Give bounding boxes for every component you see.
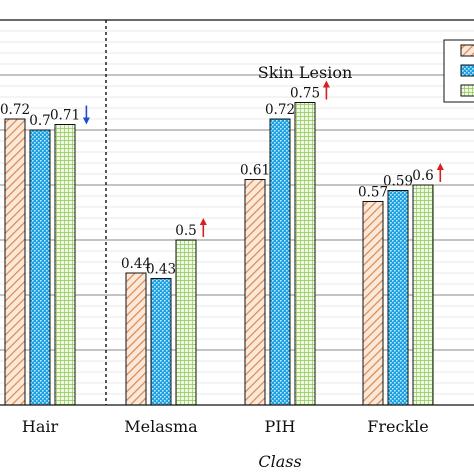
legend <box>443 39 474 103</box>
value-label-freckle-series-2: 0.59 <box>383 174 413 190</box>
value-labels: 0.720.7 0.710.440.430.50.610.720.750.570.… <box>0 86 434 278</box>
bar-freckle-series-2 <box>387 190 409 406</box>
value-label-hair-series-3: 0.71 <box>50 108 80 124</box>
arrow-up-melasma <box>199 218 207 237</box>
bar-pih-series-3 <box>294 102 316 406</box>
skin-lesion-annotation: Skin Lesion <box>258 63 353 82</box>
arrow-down-hair <box>82 105 90 125</box>
bar-freckle-series-3 <box>412 184 434 406</box>
value-label-pih-series-2: 0.72 <box>265 102 295 118</box>
arrow-up-freckle <box>436 163 444 182</box>
category-label-melasma: Melasma <box>124 417 198 436</box>
value-label-melasma-series-3: 0.5 <box>175 223 196 239</box>
value-label-melasma-series-2: 0.43 <box>146 262 176 278</box>
value-label-hair-series-2: 0.7 <box>29 113 50 129</box>
legend-swatch-3 <box>460 84 474 97</box>
legend-swatch-2 <box>460 64 474 77</box>
bar-melasma-series-1 <box>125 272 147 406</box>
bar-melasma-series-2 <box>150 278 172 406</box>
value-label-freckle-series-1: 0.57 <box>358 185 388 201</box>
bar-melasma-series-3 <box>175 239 197 406</box>
category-label-hair: Hair <box>22 417 59 436</box>
category-label-freckle: Freckle <box>367 417 428 436</box>
value-label-pih-series-3: 0.75 <box>290 86 320 102</box>
legend-swatch-1 <box>460 44 474 57</box>
value-label-freckle-series-3: 0.6 <box>412 168 433 184</box>
bar-hair-series-1 <box>4 118 26 406</box>
value-label-melasma-series-1: 0.44 <box>121 256 151 272</box>
bar-pih-series-1 <box>244 179 266 406</box>
category-labels: Hair Melasma PIH Freckle <box>22 417 429 436</box>
bars <box>4 102 434 406</box>
bar-pih-series-2 <box>269 118 291 406</box>
change-arrows <box>82 80 444 237</box>
bar-hair-series-2 <box>29 129 51 406</box>
arrow-up-pih <box>322 80 330 100</box>
value-label-hair-series-1: 0.72 <box>0 102 30 118</box>
category-label-pih: PIH <box>264 417 295 436</box>
x-axis-title: Class <box>258 452 301 471</box>
bar-hair-series-3 <box>54 124 76 406</box>
value-label-pih-series-1: 0.61 <box>240 163 270 179</box>
bar-freckle-series-1 <box>362 201 384 406</box>
